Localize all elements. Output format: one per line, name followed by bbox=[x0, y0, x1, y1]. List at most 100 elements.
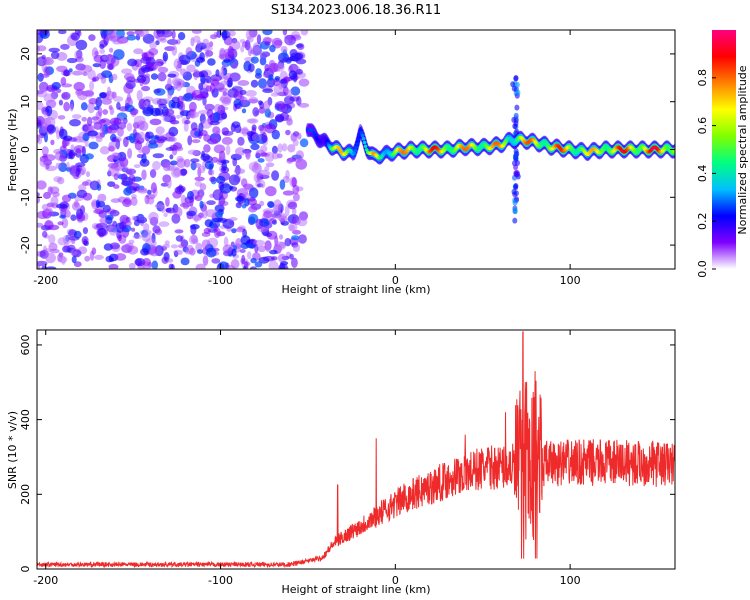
heatmap-noise-cell bbox=[47, 224, 60, 231]
heatmap-noise-cell bbox=[165, 132, 171, 139]
heatmap-noise-cell bbox=[204, 219, 213, 228]
heatmap-noise-cell bbox=[235, 238, 242, 249]
heatmap-noise-cell bbox=[240, 235, 251, 245]
snr-x-tick-label: 0 bbox=[392, 574, 399, 587]
heatmap-noise-cell bbox=[220, 67, 225, 76]
colorbar-tick-label: 0.6 bbox=[696, 117, 709, 135]
heatmap-noise-cell bbox=[236, 104, 242, 110]
heatmap-noise-cell bbox=[156, 88, 161, 94]
heatmap-noise-cell bbox=[264, 123, 277, 134]
heatmap-noise-cell bbox=[296, 132, 302, 140]
heatmap-noise-cell bbox=[143, 100, 149, 108]
heatmap-noise-cell bbox=[292, 193, 300, 202]
heatmap-noise-cell bbox=[286, 118, 293, 126]
heatmap-noise-cell bbox=[123, 219, 132, 227]
heatmap-noise-cell bbox=[288, 223, 298, 232]
heatmap-noise-cell bbox=[175, 235, 183, 242]
heatmap-noise-cell bbox=[72, 70, 83, 76]
heatmap-noise-cell bbox=[37, 192, 40, 197]
heatmap-cells bbox=[37, 30, 675, 269]
heatmap-spike-cell bbox=[512, 123, 518, 130]
heatmap-noise-cell bbox=[148, 211, 159, 223]
heatmap-noise-cell bbox=[167, 77, 172, 89]
heatmap-noise-cell bbox=[249, 187, 259, 199]
heatmap-noise-cell bbox=[271, 145, 278, 154]
heatmap-noise-cell bbox=[80, 102, 88, 111]
heatmap-noise-cell bbox=[300, 30, 309, 36]
heatmap-noise-cell bbox=[252, 107, 260, 117]
heatmap-noise-cell bbox=[263, 100, 271, 111]
heatmap-noise-cell bbox=[132, 234, 142, 239]
colorbar-tick-label: 0.8 bbox=[696, 69, 709, 87]
heatmap-noise-cell bbox=[99, 146, 110, 155]
heatmap-noise-cell bbox=[124, 242, 134, 251]
heatmap-spike-cell bbox=[515, 89, 521, 96]
heatmap-noise-cell bbox=[59, 214, 67, 219]
heatmap-noise-cell bbox=[277, 143, 283, 153]
heatmap-noise-cell bbox=[92, 63, 102, 68]
heatmap-noise-cell bbox=[86, 116, 93, 127]
heatmap-noise-cell bbox=[93, 209, 105, 214]
heatmap-noise-cell bbox=[277, 253, 287, 263]
snr-frame bbox=[36, 329, 676, 570]
heatmap-noise-cell bbox=[269, 249, 278, 255]
heatmap-noise-cell bbox=[282, 30, 288, 36]
heatmap-ridge-cell bbox=[354, 145, 359, 150]
heatmap-x-axis-label: Height of straight line (km) bbox=[281, 283, 430, 296]
heatmap-noise-cell bbox=[106, 126, 118, 134]
heatmap-noise-cell bbox=[189, 101, 197, 113]
heatmap-noise-cell bbox=[206, 42, 214, 48]
colorbar-label: Normalized spectral amplitude bbox=[736, 65, 749, 234]
heatmap-noise-cell bbox=[82, 71, 88, 76]
heatmap-noise-cell bbox=[198, 70, 209, 78]
heatmap-noise-cell bbox=[240, 96, 248, 106]
heatmap-noise-cell bbox=[160, 205, 166, 213]
heatmap-noise-cell bbox=[197, 249, 203, 255]
heatmap-noise-cell bbox=[183, 93, 194, 102]
heatmap-noise-cell bbox=[148, 135, 160, 140]
heatmap-noise-cell bbox=[256, 172, 261, 182]
heatmap-noise-cell bbox=[184, 158, 191, 168]
heatmap-noise-cell bbox=[95, 135, 103, 143]
heatmap-noise-cell bbox=[50, 196, 59, 206]
heatmap-noise-cell bbox=[205, 209, 218, 218]
heatmap-noise-cell bbox=[222, 218, 235, 229]
heatmap-noise-cell bbox=[141, 85, 151, 92]
heatmap-ridge-cell bbox=[353, 148, 357, 153]
heatmap-noise-cell bbox=[151, 260, 158, 269]
snr-panel: -200 -100 0 100 600 400 200 0 Height of straigh… bbox=[6, 329, 676, 596]
heatmap-noise-cell bbox=[73, 145, 85, 154]
heatmap-noise-cell bbox=[279, 112, 289, 122]
heatmap-noise-cell bbox=[211, 127, 221, 135]
heatmap-noise-cell bbox=[107, 64, 114, 70]
heatmap-noise-cell bbox=[113, 173, 119, 181]
heatmap-noise-cell bbox=[82, 192, 93, 201]
heatmap-noise-cell bbox=[158, 103, 167, 109]
heatmap-noise-cell bbox=[193, 69, 200, 78]
heatmap-noise-cell bbox=[266, 77, 276, 88]
figure-title: S134.2023.006.18.36.R11 bbox=[271, 3, 441, 18]
heatmap-noise-cell bbox=[148, 246, 160, 257]
heatmap-y-axis-label: Frequency (Hz) bbox=[6, 109, 19, 192]
heatmap-noise-cell bbox=[114, 253, 127, 261]
heatmap-x-tick-label: -200 bbox=[33, 274, 58, 287]
heatmap-noise-cell bbox=[221, 136, 233, 145]
heatmap-noise-cell bbox=[139, 121, 149, 131]
heatmap-noise-cell bbox=[193, 163, 202, 168]
heatmap-noise-cell bbox=[108, 141, 117, 152]
heatmap-noise-cell bbox=[78, 184, 87, 192]
heatmap-noise-cell bbox=[231, 228, 237, 234]
heatmap-noise-cell bbox=[63, 69, 70, 77]
heatmap-noise-cell bbox=[165, 197, 170, 207]
heatmap-noise-cell bbox=[267, 201, 275, 208]
heatmap-noise-cell bbox=[37, 134, 43, 145]
heatmap-noise-cell bbox=[80, 166, 87, 175]
heatmap-noise-cell bbox=[184, 119, 191, 125]
heatmap-noise-cell bbox=[191, 30, 202, 34]
heatmap-noise-cell bbox=[167, 258, 174, 263]
heatmap-noise-cell bbox=[191, 139, 201, 144]
heatmap-noise-cell bbox=[198, 122, 204, 133]
heatmap-noise-cell bbox=[279, 179, 286, 190]
heatmap-noise-cell bbox=[111, 152, 121, 160]
